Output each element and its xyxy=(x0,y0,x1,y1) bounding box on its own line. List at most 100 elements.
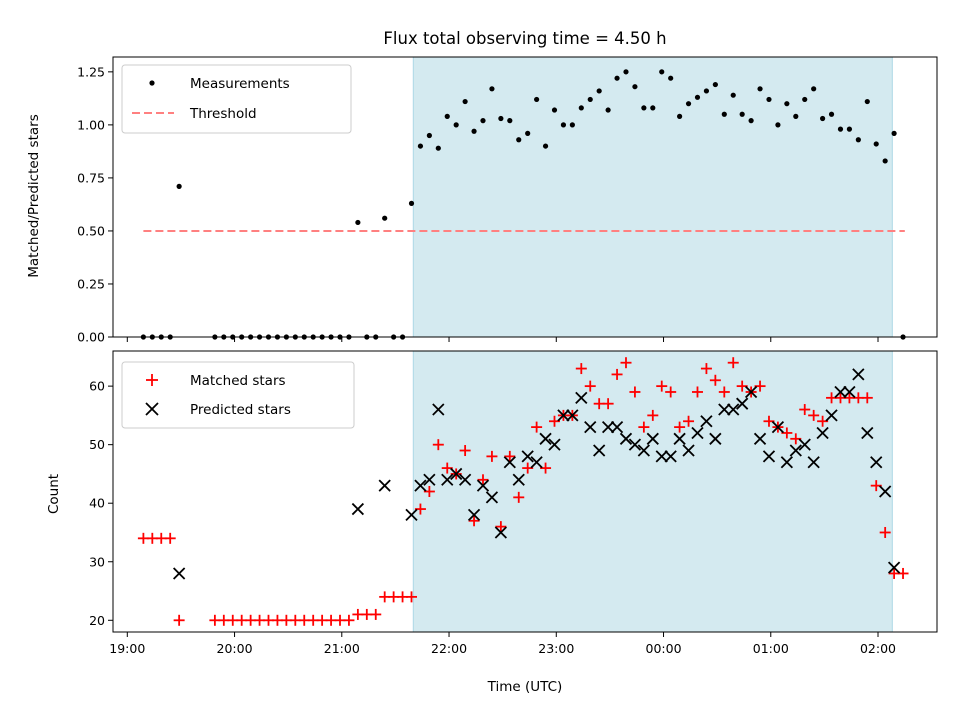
measurement-point xyxy=(435,145,441,151)
measurement-point xyxy=(721,111,727,117)
x-tick-label: 20:00 xyxy=(217,641,253,656)
measurement-point xyxy=(891,130,897,136)
x-tick-label: 19:00 xyxy=(109,641,145,656)
predicted-star-point xyxy=(780,456,793,469)
matched-star-point xyxy=(709,374,721,386)
matched-star-point xyxy=(486,450,498,462)
measurement-point xyxy=(444,113,450,119)
measurement-point xyxy=(176,183,182,189)
matched-star-point xyxy=(700,363,712,375)
measurement-point xyxy=(748,118,754,124)
predicted-star-point xyxy=(852,368,865,381)
measurement-point xyxy=(534,96,540,103)
measurement-point xyxy=(614,75,620,81)
measurement-point xyxy=(712,81,718,88)
bottom-legend-box xyxy=(121,361,355,429)
measurement-point xyxy=(355,219,361,226)
bottom-y-tick-label: 20 xyxy=(89,613,105,628)
bottom-y-axis-label: Count xyxy=(46,474,62,514)
predicted-star-point xyxy=(467,508,481,522)
matched-star-point xyxy=(584,380,596,392)
measurement-point xyxy=(426,132,432,139)
predicted-star-point xyxy=(744,385,758,399)
top-observing-span xyxy=(413,57,893,337)
matched-star-point xyxy=(441,462,453,474)
matched-star-point xyxy=(763,415,775,427)
measurement-point xyxy=(408,200,415,206)
measurement-point xyxy=(659,69,665,75)
chart-title: Flux total observing time = 4.50 h xyxy=(383,29,666,48)
matched-star-point xyxy=(736,380,748,392)
predicted-star-point xyxy=(762,450,776,463)
bottom-y-tick-label: 30 xyxy=(89,554,105,569)
bottom-y-tick-label: 60 xyxy=(89,379,105,394)
legend-matched-label: Matched stars xyxy=(190,373,286,389)
predicted-star-point xyxy=(655,450,668,463)
measurement-point xyxy=(739,111,745,117)
measurement-point xyxy=(882,158,888,164)
measurement-point xyxy=(471,128,477,134)
predicted-star-point xyxy=(718,403,731,416)
predicted-star-point xyxy=(503,456,516,469)
legend-matched-marker xyxy=(146,374,158,386)
predicted-star-point xyxy=(646,432,659,445)
measurement-point xyxy=(498,115,504,122)
matched-star-point xyxy=(611,368,623,380)
predicted-star-point xyxy=(879,485,892,498)
matched-star-point xyxy=(423,486,435,497)
predicted-star-point xyxy=(566,409,579,422)
measurement-point xyxy=(417,143,424,149)
measurement-point xyxy=(784,101,790,107)
matched-star-point xyxy=(459,445,471,457)
top-legend-box xyxy=(121,64,352,134)
predicted-star-point xyxy=(798,438,811,451)
predicted-star-point xyxy=(736,397,749,410)
measurement-point xyxy=(551,107,558,113)
legend-measurements-label: Measurements xyxy=(190,76,290,92)
x-tick-label: 01:00 xyxy=(753,641,789,656)
predicted-star-point xyxy=(476,479,490,492)
predicted-star-point xyxy=(548,438,561,451)
measurement-point xyxy=(560,122,567,128)
predicted-star-point xyxy=(584,420,597,434)
matched-star-point xyxy=(808,409,820,421)
bottom-series-matched-stars xyxy=(137,357,909,626)
measurement-point xyxy=(578,105,584,111)
matched-star-point xyxy=(691,386,703,398)
measurement-point xyxy=(480,118,486,124)
legend-predicted-marker xyxy=(145,402,159,416)
predicted-star-point xyxy=(691,426,704,440)
predicted-star-point xyxy=(601,420,615,434)
predicted-star-point xyxy=(771,420,785,434)
predicted-star-point xyxy=(753,432,767,445)
matched-star-point xyxy=(656,380,668,392)
measurement-point xyxy=(757,86,763,92)
measurement-point xyxy=(873,141,879,147)
top-y-tick-label: 0.00 xyxy=(77,330,105,345)
measurement-point xyxy=(811,86,817,92)
measurement-point xyxy=(632,84,638,90)
top-y-tick-label: 1.25 xyxy=(77,64,105,79)
top-y-tick-label: 0.25 xyxy=(77,276,105,291)
matched-star-point xyxy=(754,380,766,392)
measurement-point xyxy=(775,122,781,128)
predicted-star-point xyxy=(593,444,606,457)
matched-star-point xyxy=(477,474,489,486)
measurement-point xyxy=(489,86,495,92)
x-axis-label: Time (UTC) xyxy=(487,679,563,695)
legend-threshold-label: Threshold xyxy=(189,106,257,122)
legend-predicted-label: Predicted stars xyxy=(190,402,291,418)
measurement-point xyxy=(668,75,674,81)
matched-star-point xyxy=(638,421,650,433)
matched-star-point xyxy=(727,357,739,369)
measurement-point xyxy=(703,88,710,94)
matched-star-point xyxy=(897,567,909,579)
matched-star-point xyxy=(718,386,730,398)
matched-star-point xyxy=(164,532,176,544)
matched-star-point xyxy=(870,480,882,492)
matched-star-point xyxy=(575,363,587,375)
matched-star-point xyxy=(781,427,793,439)
bottom-legend: Matched stars Predicted stars xyxy=(121,361,355,429)
predicted-star-point xyxy=(628,438,642,451)
matched-star-point xyxy=(522,462,534,474)
